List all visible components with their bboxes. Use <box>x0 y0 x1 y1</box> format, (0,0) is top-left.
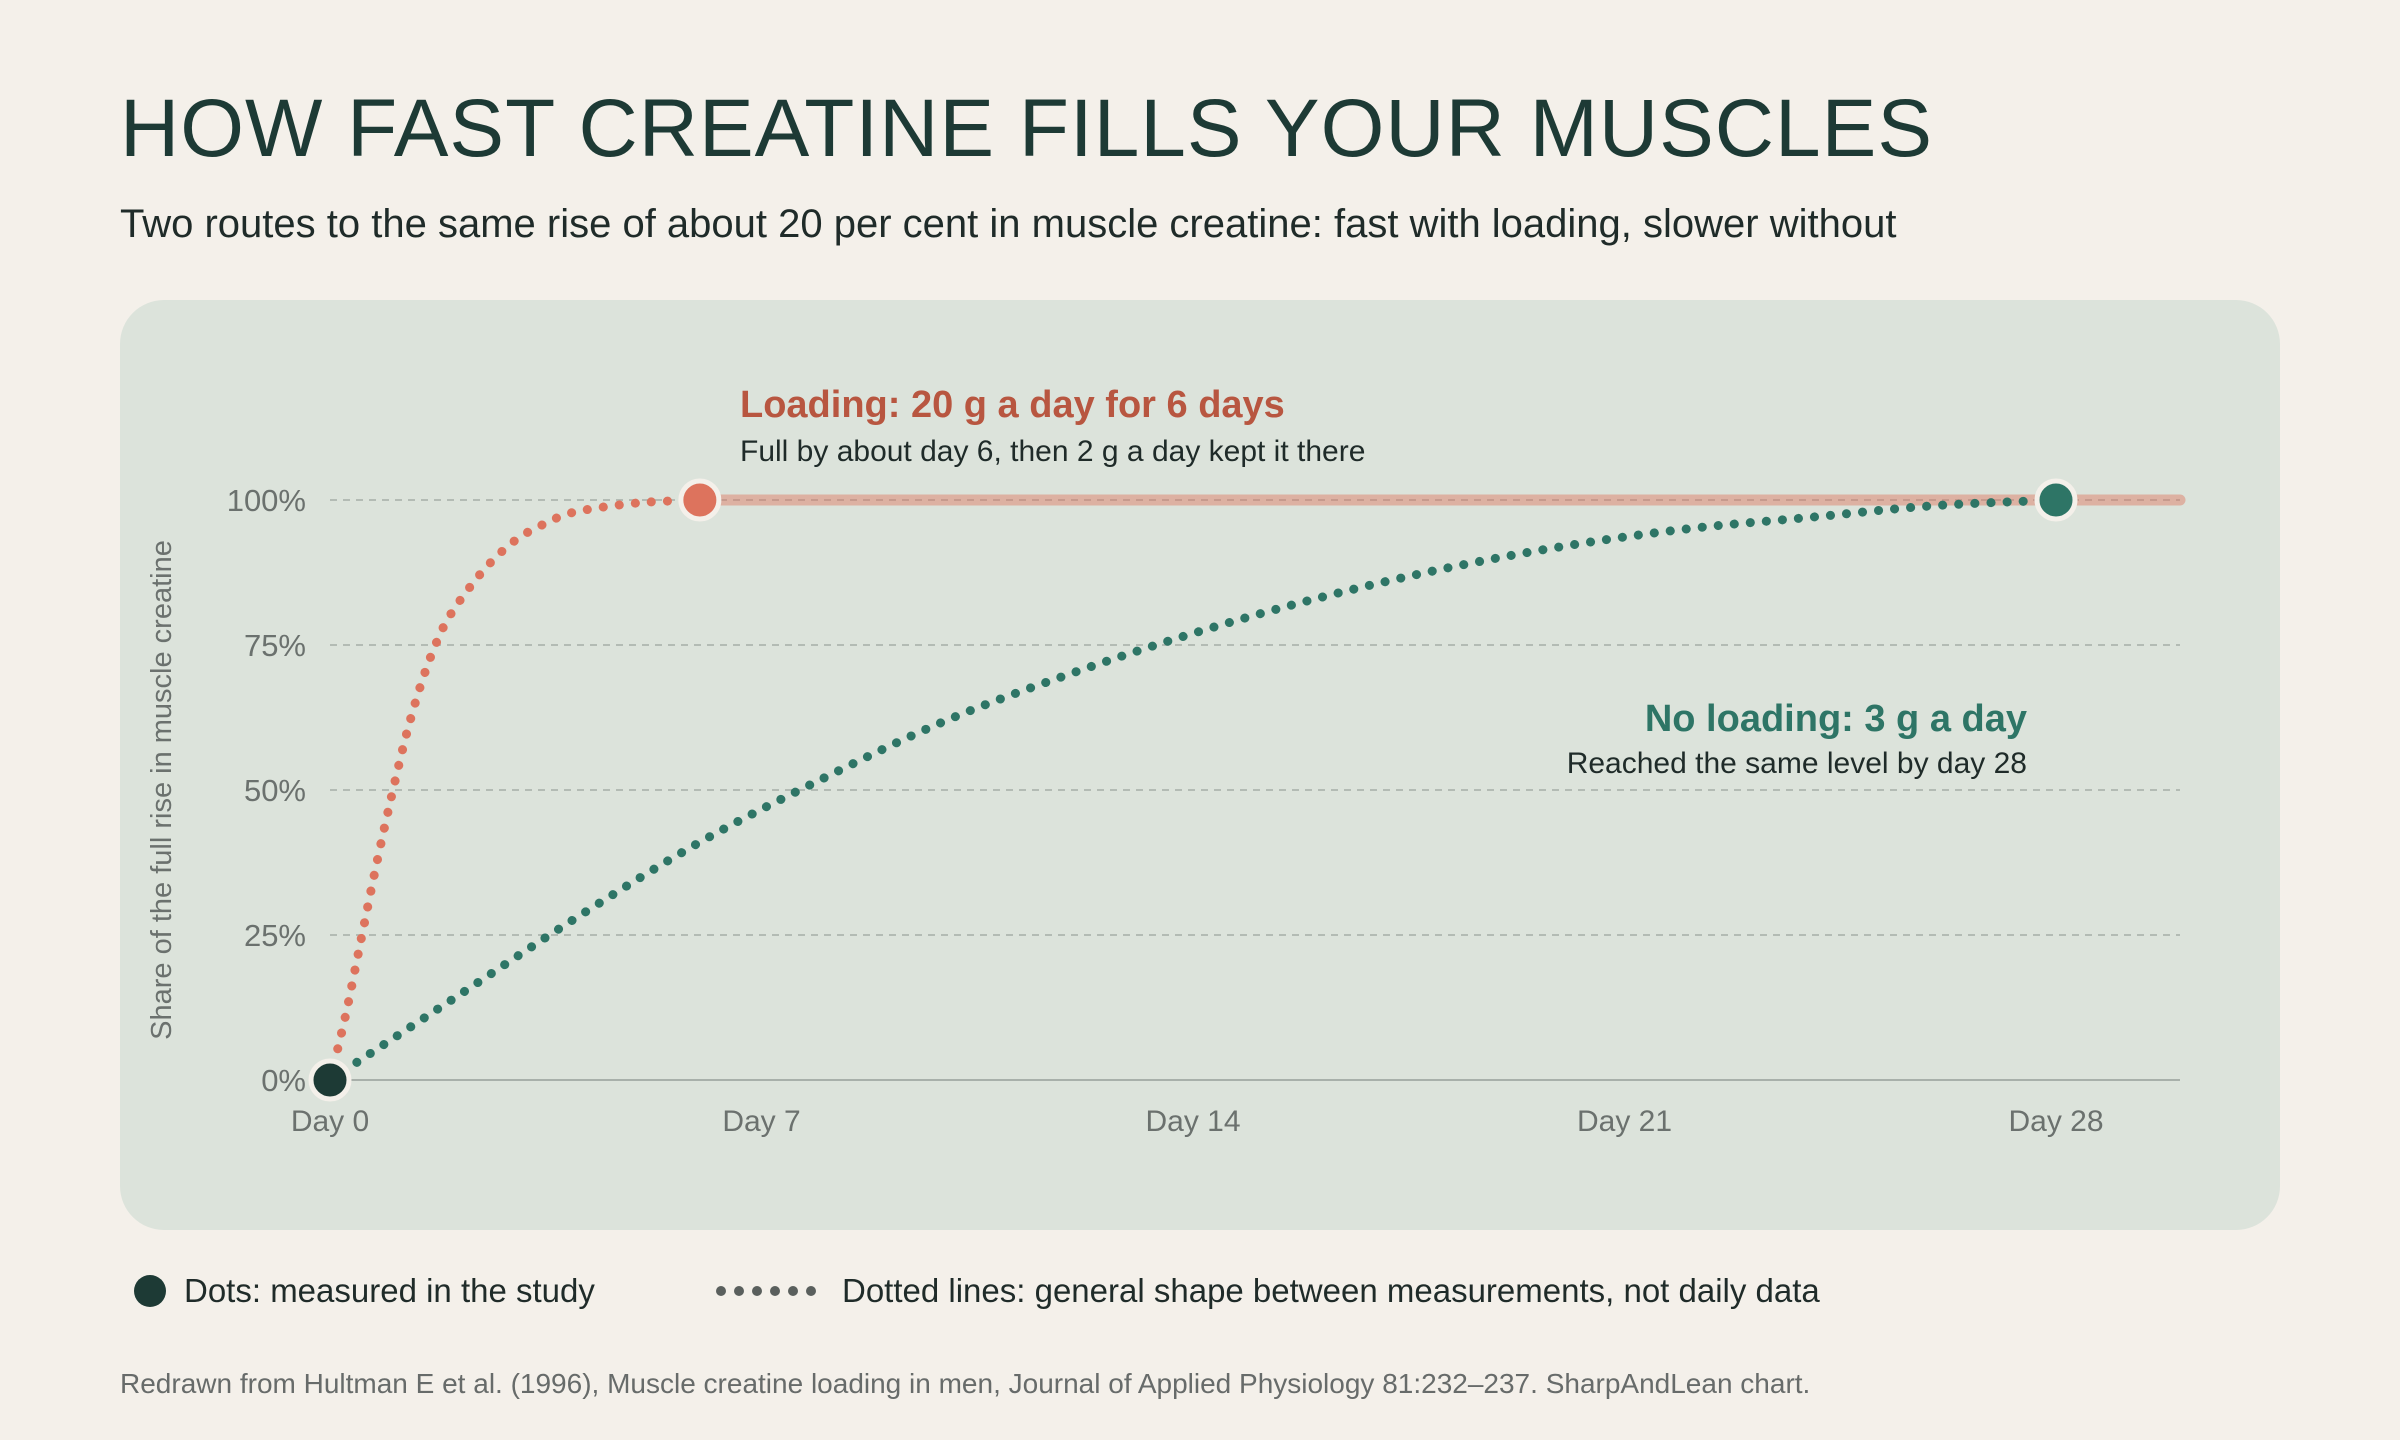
y-tick-label: 25% <box>244 918 306 953</box>
series-line-no-loading <box>325 495 2061 1085</box>
no-loading-annotation-text: Reached the same level by day 28 <box>1567 747 2027 780</box>
x-tick-label: Day 0 <box>291 1105 369 1138</box>
legend-dotted-line-icon <box>716 1286 816 1296</box>
y-tick-label: 50% <box>244 773 306 808</box>
measured-point-no-loading <box>2034 478 2078 522</box>
legend-measured-dot-icon <box>134 1275 166 1307</box>
loading-annotation-text: Full by about day 6, then 2 g a day kept… <box>740 435 1365 468</box>
chart-subtitle: Two routes to the same rise of about 20 … <box>120 202 1897 246</box>
legend-item-shape: Dotted lines: general shape between meas… <box>716 1272 1820 1310</box>
source-note: Redrawn from Hultman E et al. (1996), Mu… <box>120 1368 1811 1399</box>
baseline-point <box>308 1058 352 1102</box>
legend-shape-label: Dotted lines: general shape between meas… <box>842 1272 1820 1309</box>
measured-point-loading <box>678 478 722 522</box>
x-tick-label: Day 28 <box>2008 1105 2103 1138</box>
x-tick-label: Day 21 <box>1577 1105 1672 1138</box>
chart-title: HOW FAST CREATINE FILLS YOUR MUSCLES <box>120 83 1934 174</box>
loading-annotation-title: Loading: 20 g a day for 6 days <box>740 384 1285 426</box>
series-line-loading <box>325 495 705 1085</box>
y-tick-label: 100% <box>227 483 306 518</box>
x-tick-label: Day 7 <box>722 1105 800 1138</box>
x-tick-label: Day 14 <box>1145 1105 1240 1138</box>
legend-item-measured: Dots: measured in the study <box>134 1272 595 1310</box>
y-tick-label: 0% <box>261 1063 306 1098</box>
y-axis-label: Share of the full rise in muscle creatin… <box>146 540 178 1040</box>
no-loading-annotation-title: No loading: 3 g a day <box>1645 698 2027 740</box>
chart-panel <box>120 300 2280 1230</box>
y-tick-label: 75% <box>244 628 306 663</box>
legend-measured-label: Dots: measured in the study <box>184 1272 595 1309</box>
